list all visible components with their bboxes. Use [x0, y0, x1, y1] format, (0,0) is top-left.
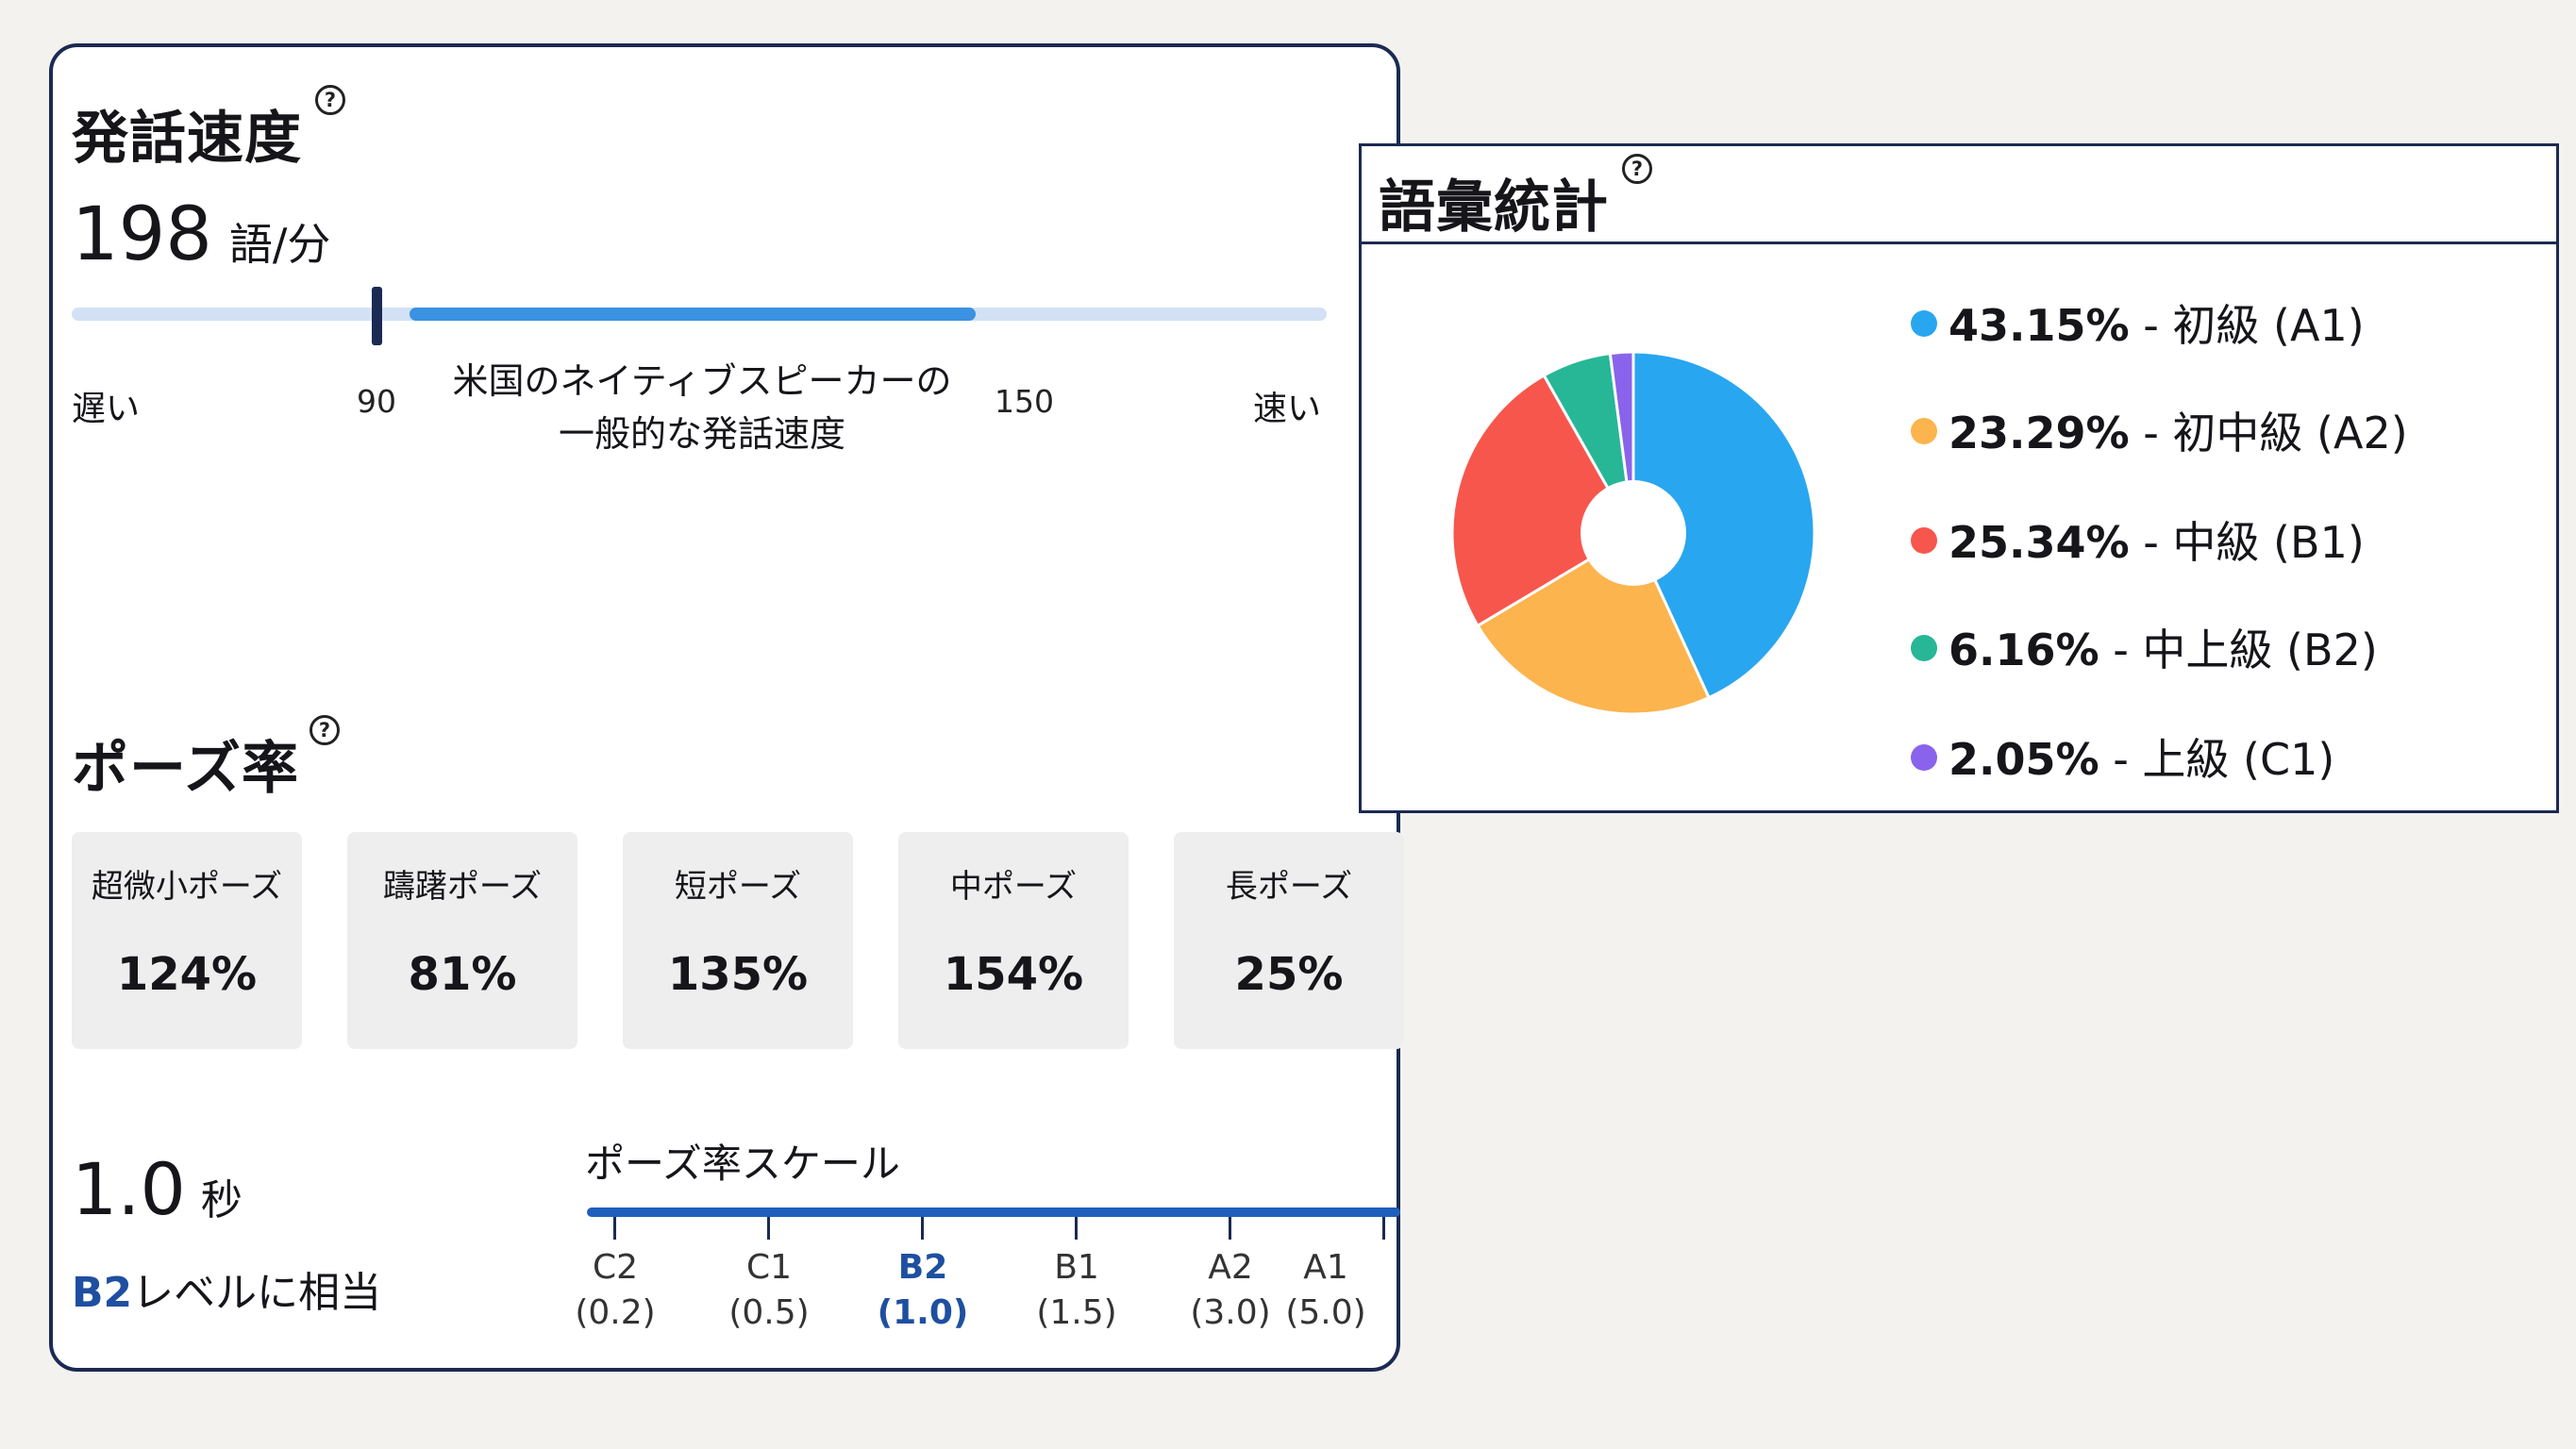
pause-scale-line	[587, 1208, 1400, 1217]
legend-dot	[1911, 417, 1937, 444]
level-equivalent: B2レベルに相当	[72, 1258, 381, 1319]
pause-card-label: 躊躇ポーズ	[382, 868, 543, 906]
scale-level: A1	[1303, 1248, 1348, 1287]
pause-card-value: 154%	[943, 948, 1084, 1001]
scale-value: (5.0)	[1285, 1293, 1366, 1332]
pause-seconds-number: 1.0	[72, 1147, 186, 1231]
legend-item-c1: 2.05% - 上級 (C1)	[1911, 725, 2334, 788]
scale-tick	[921, 1217, 924, 1240]
pause-card-medium: 中ポーズ 154%	[898, 832, 1129, 1049]
scale-tick	[1075, 1217, 1078, 1240]
pause-card-value: 124%	[116, 948, 258, 1001]
speed-marker	[372, 287, 382, 345]
scale-label-c1: C1 (0.5)	[712, 1245, 826, 1336]
pause-card-label: 超微小ポーズ	[91, 868, 283, 906]
pause-card-value: 135%	[667, 948, 809, 1001]
pie-slice-2	[1450, 373, 1636, 628]
scale-value: (0.5)	[728, 1293, 810, 1332]
scale-label-a1: A1 (5.0)	[1270, 1245, 1381, 1336]
speech-rate-value: 198 語/分	[72, 192, 330, 277]
speech-rate-unit: 語/分	[228, 219, 331, 270]
native-range-fill	[410, 308, 976, 321]
legend-dot	[1911, 309, 1937, 337]
scale-value: (3.0)	[1190, 1293, 1271, 1332]
legend-dot	[1911, 526, 1937, 554]
level-code: B2	[72, 1269, 133, 1317]
legend-item-b1: 25.34% - 中級 (B1)	[1911, 508, 2365, 571]
legend-pct: 25.34%	[1949, 517, 2130, 568]
speech-pause-card: 発話速度 ? 198 語/分 遅い 90 米国のネイティブスピーカーの 一般的な発…	[49, 43, 1404, 1372]
native-max-label: 150	[995, 383, 1054, 420]
legend-pct: 6.16%	[1949, 625, 2099, 675]
legend-label: - 初中級 (A2)	[2129, 408, 2408, 458]
scale-label-a2: A2 (3.0)	[1174, 1245, 1287, 1336]
scale-tick	[767, 1217, 770, 1240]
pause-card-label: 短ポーズ	[674, 868, 802, 906]
pause-card-hesitation: 躊躇ポーズ 81%	[347, 832, 577, 1049]
legend-item-a1: 43.15% - 初級 (A1)	[1911, 291, 2365, 354]
speech-rate-title: 発話速度	[72, 106, 302, 172]
legend-label: - 初級 (A1)	[2129, 300, 2365, 351]
scale-tick	[613, 1217, 616, 1240]
pause-card-value: 25%	[1234, 948, 1344, 1001]
pause-card-short: 短ポーズ 135%	[623, 832, 853, 1049]
legend-pct: 2.05%	[1949, 734, 2099, 785]
scale-level: B1	[1054, 1248, 1099, 1287]
scale-value: (1.5)	[1036, 1293, 1117, 1332]
level-text: レベルに相当	[132, 1269, 382, 1317]
pause-card-value: 81%	[408, 948, 517, 1001]
native-label-line2: 一般的な発話速度	[558, 413, 845, 455]
slow-label: 遅い	[72, 390, 141, 428]
legend-dot	[1911, 743, 1937, 771]
vocab-donut-chart	[1450, 350, 1816, 716]
native-label-line1: 米国のネイティブスピーカーの	[452, 360, 952, 402]
pause-card-long: 長ポーズ 25%	[1174, 832, 1404, 1049]
pause-seconds-unit: 秒	[200, 1176, 243, 1224]
question-circle-icon[interactable]: ?	[309, 715, 340, 745]
vocab-title: 語彙統計	[1379, 175, 1609, 241]
vocab-header: 語彙統計 ?	[1362, 146, 2556, 244]
scale-level: C1	[745, 1248, 793, 1287]
question-circle-icon[interactable]: ?	[315, 85, 345, 115]
scale-value: (0.2)	[575, 1293, 656, 1332]
question-circle-icon[interactable]: ?	[1622, 154, 1652, 184]
scale-level: A2	[1208, 1248, 1253, 1287]
legend-item-a2: 23.29% - 初中級 (A2)	[1911, 399, 2408, 461]
speech-rate-number: 198	[72, 192, 212, 277]
native-speed-label: 米国のネイティブスピーカーの 一般的な発話速度	[438, 355, 966, 460]
pause-card-label: 長ポーズ	[1225, 868, 1353, 906]
pause-card-label: 中ポーズ	[949, 868, 1078, 906]
scale-value: (1.0)	[877, 1293, 969, 1332]
donut-hole	[1581, 480, 1686, 586]
scale-level: B2	[897, 1248, 948, 1287]
pause-scale-title: ポーズ率スケール	[585, 1141, 900, 1187]
pie-slice-0	[1631, 350, 1816, 700]
legend-label: - 上級 (C1)	[2099, 734, 2335, 785]
pause-seconds: 1.0 秒	[72, 1147, 243, 1231]
legend-pct: 43.15%	[1949, 300, 2130, 351]
scale-label-c2: C2 (0.2)	[559, 1245, 672, 1336]
scale-label-b1: B1 (1.5)	[1020, 1245, 1133, 1336]
legend-label: - 中級 (B1)	[2129, 517, 2365, 568]
pause-card-micro: 超微小ポーズ 124%	[72, 832, 302, 1049]
legend-pct: 23.29%	[1949, 408, 2130, 458]
native-min-label: 90	[357, 383, 396, 420]
legend-label: - 中上級 (B2)	[2099, 625, 2378, 675]
scale-tick	[1382, 1217, 1385, 1240]
scale-label-b2: B2 (1.0)	[866, 1245, 979, 1336]
legend-dot	[1911, 634, 1937, 661]
legend-item-b2: 6.16% - 中上級 (B2)	[1911, 616, 2378, 678]
pause-rate-title: ポーズ率	[72, 736, 299, 802]
fast-label: 速い	[1253, 390, 1322, 428]
scale-level: C2	[592, 1248, 639, 1287]
scale-tick	[1229, 1217, 1231, 1240]
vocab-stats-card: 語彙統計 ? 43.15% - 初級 (A1) 23.29% - 初中級 (A2…	[1359, 143, 2559, 813]
